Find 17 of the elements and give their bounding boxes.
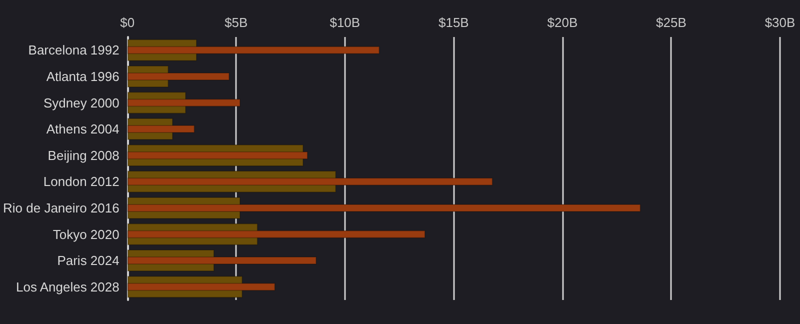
x-tick-label: $30B: [764, 15, 796, 30]
y-tick-label: Atlanta 1996: [46, 68, 120, 84]
y-tick-label: Paris 2024: [57, 253, 120, 268]
y-tick-label: Los Angeles 2028: [16, 279, 120, 294]
x-tick-label: $15B: [438, 15, 469, 30]
x-tick-label: $20B: [547, 15, 578, 30]
y-tick-label: London 2012: [43, 174, 120, 190]
x-tick-label: $0: [120, 15, 135, 30]
y-tick-label: Beijing 2008: [48, 148, 120, 163]
y-tick-label: Athens 2004: [46, 122, 120, 137]
y-tick-label: Sydney 2000: [43, 95, 120, 110]
x-tick-label: $10B: [330, 15, 360, 30]
x-tick-label: $5B: [224, 15, 248, 30]
y-tick-label: Barcelona 1992: [28, 42, 120, 58]
y-tick-label: Rio de Janeiro 2016: [3, 200, 120, 216]
y-tick-label: Tokyo 2020: [52, 226, 120, 242]
x-tick-label: $25B: [656, 15, 686, 30]
